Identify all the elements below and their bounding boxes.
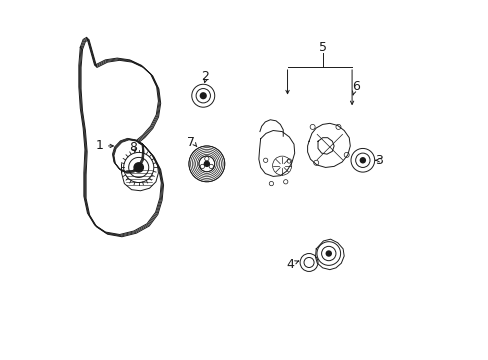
Circle shape: [134, 163, 143, 172]
Circle shape: [199, 92, 206, 99]
Text: 1: 1: [95, 139, 103, 152]
Text: 3: 3: [375, 154, 383, 167]
Text: 7: 7: [187, 136, 195, 149]
Circle shape: [204, 161, 209, 166]
Text: 4: 4: [286, 258, 294, 271]
Text: 2: 2: [201, 69, 208, 82]
Circle shape: [359, 157, 366, 163]
Circle shape: [325, 250, 331, 257]
Text: 8: 8: [129, 141, 137, 154]
Text: 5: 5: [319, 41, 327, 54]
Text: 6: 6: [351, 80, 359, 93]
